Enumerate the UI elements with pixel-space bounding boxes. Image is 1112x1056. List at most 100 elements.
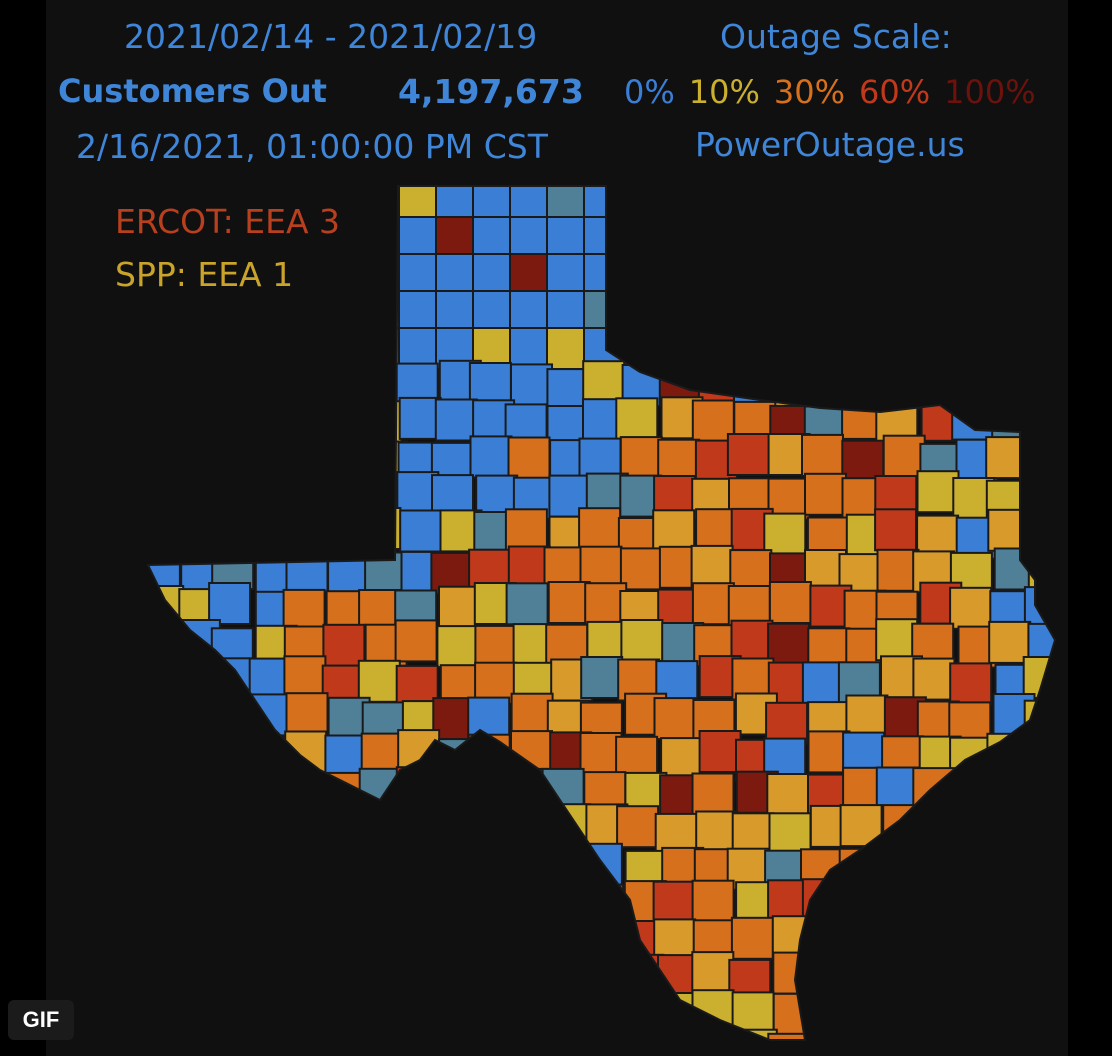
county-cell — [953, 327, 996, 370]
county-cell — [468, 362, 512, 405]
county-cell — [322, 884, 366, 927]
county-cell — [986, 732, 1030, 776]
county-cell — [472, 253, 515, 296]
county-cell — [357, 659, 401, 703]
county-cell — [766, 773, 810, 816]
county-cell — [763, 512, 807, 556]
county-cell — [148, 479, 180, 523]
county-cell — [548, 988, 592, 1032]
county-cell — [768, 327, 811, 370]
county-cell — [622, 1029, 666, 1040]
county-cell — [393, 877, 437, 921]
county-cell — [920, 955, 964, 999]
county-cell — [844, 1027, 888, 1040]
county-cell — [694, 216, 737, 259]
county-cell — [620, 216, 663, 259]
county-cell — [284, 730, 328, 774]
county-cell — [916, 290, 959, 333]
county-cell — [653, 697, 697, 741]
county-cell — [1027, 216, 1055, 259]
county-cell — [286, 359, 330, 403]
county-cell — [839, 804, 883, 848]
county-cell — [291, 996, 335, 1040]
county-cell — [731, 290, 774, 333]
county-cell — [1023, 365, 1055, 409]
county-cell — [1029, 843, 1055, 887]
county-cell — [804, 472, 847, 516]
county-cell — [208, 399, 252, 443]
county-cell — [214, 996, 257, 1040]
county-cell — [253, 915, 297, 959]
county-cell — [911, 845, 954, 889]
county-cell — [148, 958, 187, 1002]
county-cell — [842, 290, 885, 333]
county-cell — [546, 327, 589, 370]
county-cell — [287, 290, 330, 333]
county-cell — [691, 772, 735, 816]
county-cell — [289, 952, 333, 996]
county-cell — [282, 588, 326, 632]
county-cell — [211, 919, 255, 963]
county-cell — [288, 807, 332, 851]
county-cell — [285, 692, 329, 736]
scale-30-label: 30% — [773, 73, 846, 111]
county-cell — [511, 989, 555, 1033]
county-cell — [326, 803, 370, 847]
county-cell — [546, 253, 589, 296]
county-cell — [208, 365, 251, 409]
county-cell — [510, 810, 554, 854]
county-cell — [729, 549, 773, 593]
county-cell — [1027, 290, 1055, 333]
scale-100-label: 100% — [944, 73, 1036, 111]
county-cell — [509, 290, 552, 333]
county-cell — [877, 951, 921, 995]
county-cell — [319, 434, 363, 478]
county-cell — [179, 511, 223, 555]
county-cell — [176, 769, 220, 813]
county-cell — [767, 1032, 811, 1040]
county-cell — [657, 216, 700, 259]
county-cell — [768, 186, 811, 222]
county-cell — [585, 1033, 629, 1040]
timestamp: 2/16/2021, 01:00:00 PM CST — [76, 127, 548, 166]
county-cell — [362, 993, 406, 1037]
county-cell — [326, 921, 369, 965]
county-cell — [771, 915, 815, 959]
county-cell — [730, 916, 774, 960]
county-cell — [879, 216, 922, 259]
county-cell — [772, 951, 816, 995]
county-cell — [695, 810, 739, 854]
county-cell — [469, 435, 513, 479]
county-cell — [586, 995, 630, 1039]
county-cell — [988, 810, 1032, 854]
county-cell — [472, 290, 515, 333]
county-cell — [805, 327, 848, 370]
county-cell — [731, 327, 774, 370]
county-cell — [176, 290, 219, 333]
county-cell — [249, 360, 292, 404]
county-cell — [148, 361, 181, 405]
county-cell — [475, 849, 519, 893]
county-cell — [990, 186, 1033, 222]
county-cell — [657, 327, 700, 370]
county-cell — [579, 842, 623, 886]
county-cell — [882, 804, 926, 848]
county-cell — [356, 471, 400, 515]
county-cell — [398, 216, 441, 259]
county-cell — [178, 731, 222, 775]
county-cell — [546, 216, 589, 259]
county-cell — [468, 917, 512, 961]
county-cell — [543, 841, 586, 885]
county-cell — [805, 290, 848, 333]
county-cell — [215, 1032, 259, 1040]
county-cell — [1029, 775, 1055, 819]
county-cell — [287, 475, 330, 519]
county-cell — [842, 186, 885, 222]
county-cell — [148, 401, 179, 445]
county-cell — [148, 546, 181, 590]
county-cell — [171, 995, 215, 1038]
county-cell — [148, 327, 182, 370]
county-cell — [808, 363, 852, 407]
county-cell — [949, 662, 993, 706]
